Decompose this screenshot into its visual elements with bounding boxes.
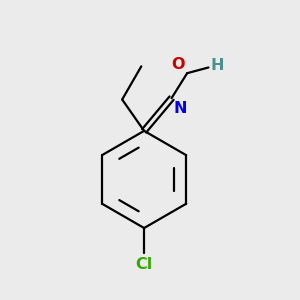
Text: Cl: Cl <box>136 257 153 272</box>
Text: H: H <box>211 58 224 74</box>
Text: O: O <box>171 57 185 72</box>
Text: N: N <box>174 100 188 116</box>
